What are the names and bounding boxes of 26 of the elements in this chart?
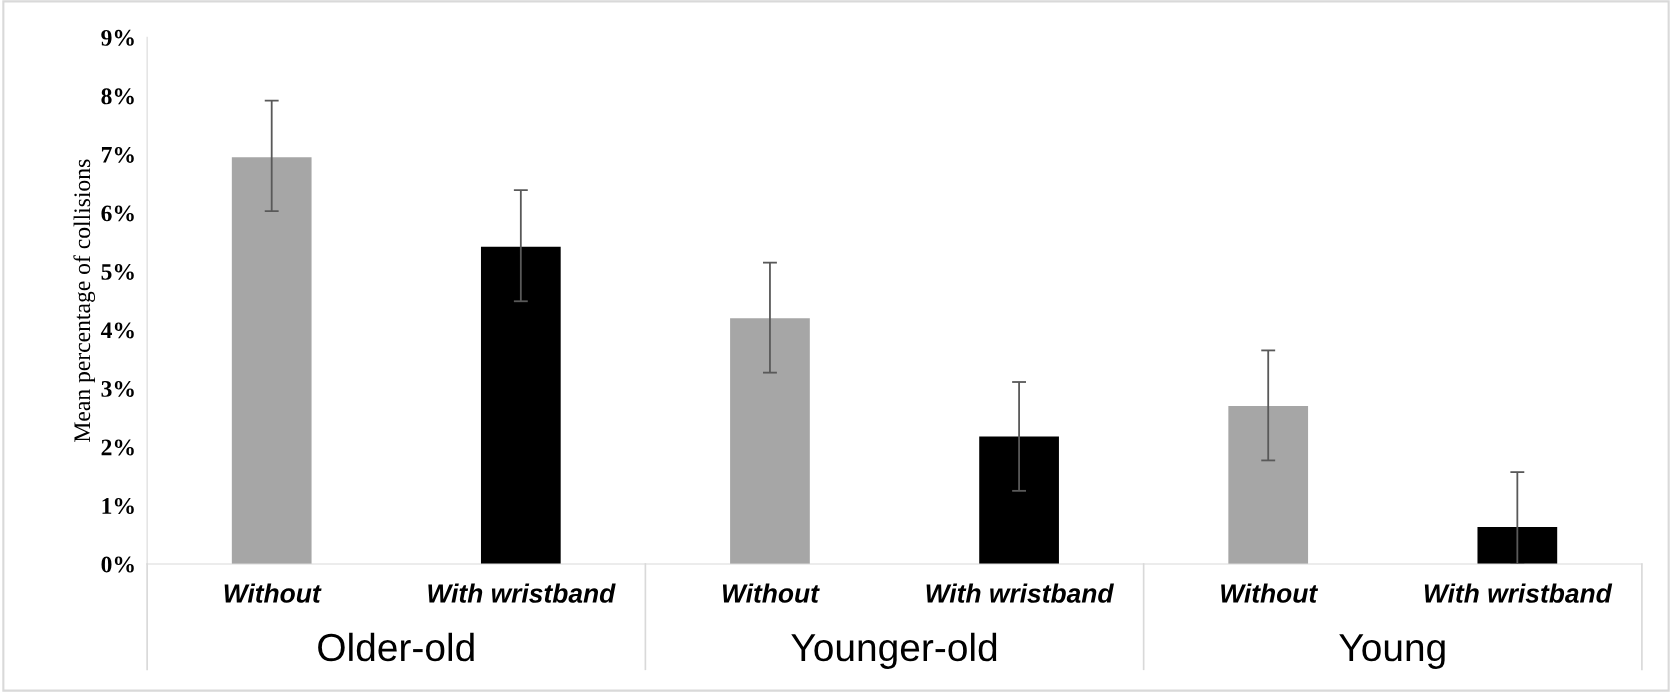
text: Young (1339, 634, 1445, 669)
y-axis-title: Mean percentage of collisions (73, 159, 96, 442)
x-tick-label: Without (1221, 583, 1319, 603)
y-tick-label: 7% (101, 146, 134, 163)
bar (1477, 527, 1558, 564)
y-tick-label: 1% (102, 497, 134, 514)
y-tick-label: 5% (101, 263, 134, 280)
bar (979, 436, 1059, 564)
bar (480, 246, 561, 564)
y-tick-label: 2% (101, 439, 134, 456)
y-tick-label: 8% (101, 88, 134, 105)
y-tick-label: 6% (101, 205, 134, 222)
x-tick-label: With wristband (1424, 583, 1613, 603)
y-tick-label: 3% (101, 380, 134, 397)
text: Younger-old (791, 632, 997, 669)
x-tick-label: Without (722, 583, 820, 603)
x-tick-label: Without (224, 583, 322, 603)
text: Older-old (318, 632, 474, 662)
y-tick-label: 0% (101, 556, 134, 573)
bar (730, 318, 810, 564)
x-tick-label: With wristband (926, 583, 1114, 603)
bar (231, 157, 312, 564)
y-tick-label: 9% (101, 29, 134, 46)
bar (1228, 406, 1309, 564)
y-tick-label: 4% (100, 322, 134, 339)
x-tick-label: With wristband (428, 583, 616, 603)
